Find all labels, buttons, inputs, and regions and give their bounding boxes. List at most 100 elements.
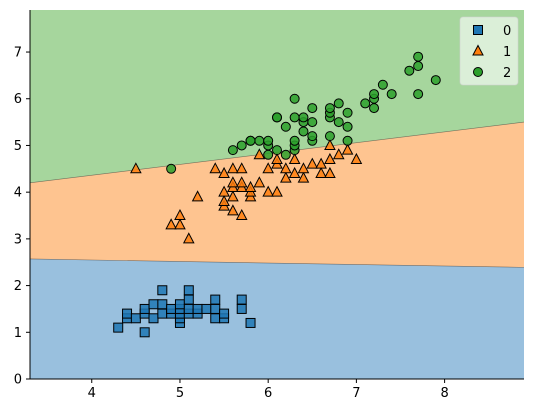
point-class-0 [157,285,168,296]
point-class-1 [324,138,336,150]
point-class-1 [191,190,204,202]
point-class-2 [236,140,247,151]
point-class-1 [235,208,248,221]
point-class-0 [148,299,159,310]
point-class-1 [279,171,292,183]
point-class-2 [280,121,291,132]
point-class-2 [377,79,388,90]
y-tick-label: 5 [14,139,22,154]
point-class-2 [360,98,371,109]
point-class-1 [315,166,327,178]
legend-label-1: 1 [503,45,511,60]
point-class-1 [271,152,283,164]
point-class-2 [307,117,318,128]
axes [29,10,524,380]
point-class-2 [413,89,424,100]
point-class-0 [122,308,133,319]
x-tick-label: 5 [176,386,184,401]
point-class-1 [235,176,248,188]
point-class-0 [219,308,230,319]
point-class-1 [227,162,239,174]
point-class-0 [192,303,203,314]
point-class-1 [297,171,310,183]
point-class-0 [183,294,194,305]
point-class-2 [404,65,415,76]
point-class-1 [279,162,292,174]
legend-marker-2 [473,67,483,77]
point-class-0 [236,303,247,314]
point-class-1 [209,162,222,174]
region-0 [30,258,524,379]
point-class-2 [369,89,380,100]
y-tick-label: 7 [14,46,22,61]
point-class-1 [350,152,363,164]
point-class-1 [253,176,266,188]
point-class-0 [210,313,221,324]
point-class-2 [166,163,177,174]
point-class-2 [413,61,424,72]
point-class-1 [332,148,345,160]
legend-label-2: 2 [503,66,511,81]
y-tick-label: 3 [14,232,22,247]
point-class-0 [130,313,141,324]
point-class-0 [201,303,212,314]
point-class-1 [306,157,319,169]
point-class-1 [165,218,177,230]
y-tick-label: 0 [14,373,22,388]
point-class-0 [210,294,221,305]
point-class-0 [174,299,185,310]
point-class-2 [342,135,353,146]
point-class-2 [254,135,265,146]
point-class-1 [218,185,230,197]
legend-marker-0 [473,25,483,35]
point-class-0 [157,308,168,319]
point-class-0 [183,285,194,296]
data-points [113,51,441,338]
point-class-0 [139,303,150,314]
point-class-1 [130,162,142,174]
point-class-2 [227,145,238,156]
legend: 0 1 2 [459,16,519,86]
point-class-2 [263,135,274,146]
point-class-2 [263,149,274,160]
point-class-2 [333,117,344,128]
point-class-1 [288,152,301,164]
point-class-1 [288,166,301,178]
point-class-1 [271,185,283,197]
point-class-1 [218,194,230,207]
legend-marker-1 [472,44,484,56]
point-class-1 [341,143,354,155]
point-class-2 [430,75,441,86]
point-class-0 [148,313,159,324]
legend-label-0: 0 [503,24,511,39]
y-tick-label: 2 [14,279,22,294]
point-class-2 [289,135,300,146]
y-tick-label: 6 [14,92,22,107]
point-class-2 [369,103,380,114]
point-class-1 [235,162,248,174]
x-ticks: 4 5 6 7 8 [88,379,449,401]
point-class-2 [324,131,335,142]
boundary-0-1 [29,258,525,268]
point-class-1 [174,208,186,221]
point-class-1 [253,148,266,160]
point-class-1 [227,176,239,188]
point-class-1 [182,232,195,244]
point-class-1 [262,185,275,197]
point-class-2 [280,149,291,160]
point-class-2 [307,131,318,142]
point-class-2 [307,103,318,114]
point-class-0 [183,303,194,314]
point-class-2 [342,121,353,132]
point-class-2 [289,112,300,123]
point-class-2 [342,107,353,118]
point-class-2 [324,103,335,114]
point-class-0 [157,299,168,310]
y-ticks: 0 1 2 3 4 5 6 7 [14,46,30,388]
point-class-2 [289,93,300,104]
x-tick-label: 4 [88,386,96,401]
point-class-2 [298,112,309,123]
point-class-2 [413,51,424,62]
point-class-0 [139,327,150,338]
